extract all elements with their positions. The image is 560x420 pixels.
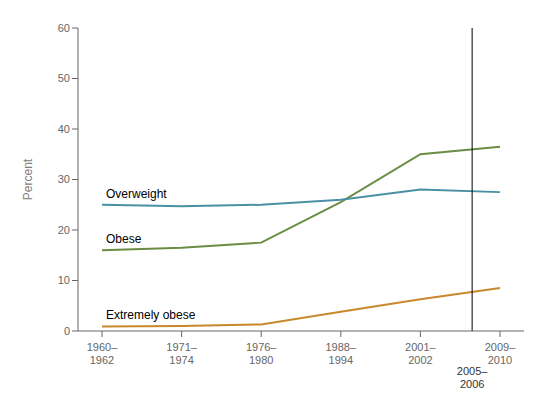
svg-text:50: 50: [58, 72, 70, 84]
svg-text:10: 10: [58, 274, 70, 286]
svg-text:0: 0: [64, 325, 70, 337]
svg-text:40: 40: [58, 123, 70, 135]
svg-text:Percent: Percent: [21, 158, 35, 200]
svg-text:Extremely obese: Extremely obese: [106, 308, 196, 322]
svg-text:2009–2010: 2009–2010: [485, 341, 516, 366]
svg-text:Overweight: Overweight: [106, 187, 167, 201]
svg-text:20: 20: [58, 224, 70, 236]
svg-text:60: 60: [58, 22, 70, 34]
svg-text:Obese: Obese: [106, 232, 142, 246]
svg-text:1988–1994: 1988–1994: [326, 341, 357, 366]
svg-text:1971–1974: 1971–1974: [166, 341, 197, 366]
svg-text:2005–2006: 2005–2006: [457, 365, 488, 390]
svg-text:1976–1980: 1976–1980: [246, 341, 277, 366]
svg-text:1960–1962: 1960–1962: [87, 341, 118, 366]
svg-text:30: 30: [58, 173, 70, 185]
svg-text:2001–2002: 2001–2002: [405, 341, 436, 366]
